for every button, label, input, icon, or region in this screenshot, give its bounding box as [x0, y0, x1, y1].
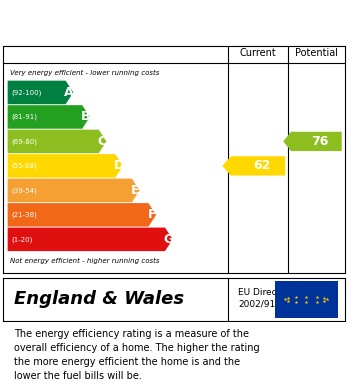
Polygon shape [222, 156, 285, 176]
Text: (55-68): (55-68) [12, 163, 38, 169]
Text: (21-38): (21-38) [12, 212, 38, 218]
Text: (69-80): (69-80) [12, 138, 38, 145]
Text: (1-20): (1-20) [12, 236, 33, 242]
Text: England & Wales: England & Wales [14, 291, 184, 308]
Text: The energy efficiency rating is a measure of the
overall efficiency of a home. T: The energy efficiency rating is a measur… [14, 329, 260, 381]
Polygon shape [8, 228, 173, 251]
Polygon shape [8, 81, 73, 104]
Text: EU Directive
2002/91/EC: EU Directive 2002/91/EC [238, 288, 294, 309]
Text: Energy Efficiency Rating: Energy Efficiency Rating [10, 13, 220, 28]
Text: 62: 62 [253, 160, 270, 172]
Text: E: E [131, 184, 140, 197]
Text: C: C [98, 135, 107, 148]
Text: D: D [114, 160, 124, 172]
Text: Very energy efficient - lower running costs: Very energy efficient - lower running co… [10, 70, 160, 75]
Text: (92-100): (92-100) [12, 89, 42, 96]
Polygon shape [8, 203, 156, 227]
Polygon shape [8, 154, 123, 178]
Text: (39-54): (39-54) [12, 187, 38, 194]
Polygon shape [8, 105, 90, 129]
Polygon shape [8, 179, 140, 202]
Text: (81-91): (81-91) [12, 114, 38, 120]
Polygon shape [8, 130, 106, 153]
Text: Current: Current [240, 48, 276, 59]
Text: F: F [148, 208, 156, 221]
Polygon shape [283, 132, 342, 151]
Text: Potential: Potential [295, 48, 338, 59]
FancyBboxPatch shape [275, 281, 338, 318]
Text: A: A [64, 86, 74, 99]
Text: B: B [81, 110, 90, 124]
Text: Not energy efficient - higher running costs: Not energy efficient - higher running co… [10, 258, 160, 264]
Text: G: G [163, 233, 174, 246]
Text: 76: 76 [311, 135, 329, 148]
